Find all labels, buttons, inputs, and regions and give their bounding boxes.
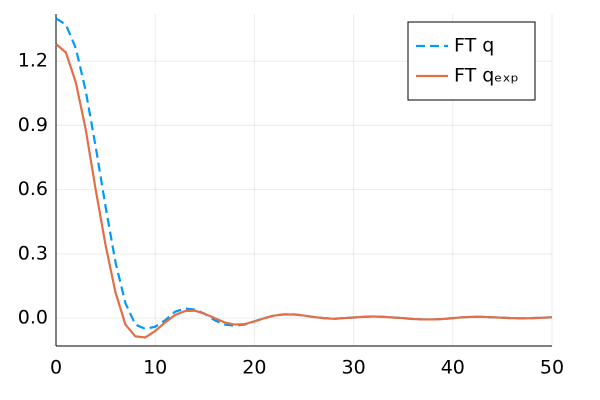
line-series bbox=[55, 43, 553, 339]
x-tick-label: 40 bbox=[441, 357, 465, 379]
legend-box bbox=[407, 21, 536, 101]
x-tick-label: 0 bbox=[50, 357, 62, 379]
y-tick-label: 0.9 bbox=[18, 114, 48, 136]
y-tick-label: 1.2 bbox=[18, 50, 48, 72]
y-tick-label: 0.3 bbox=[18, 242, 48, 264]
x-tick-label: 20 bbox=[242, 357, 266, 379]
legend-label: FT q bbox=[454, 35, 494, 57]
x-tick-label: 50 bbox=[540, 357, 564, 379]
y-tick-label: 0.6 bbox=[18, 178, 48, 200]
x-tick-label: 10 bbox=[143, 357, 167, 379]
x-tick-label: 30 bbox=[342, 357, 366, 379]
y-tick-label: 0.0 bbox=[18, 307, 48, 329]
legend-label: FT qₑₓₚ bbox=[454, 65, 519, 87]
line-series bbox=[55, 17, 553, 331]
